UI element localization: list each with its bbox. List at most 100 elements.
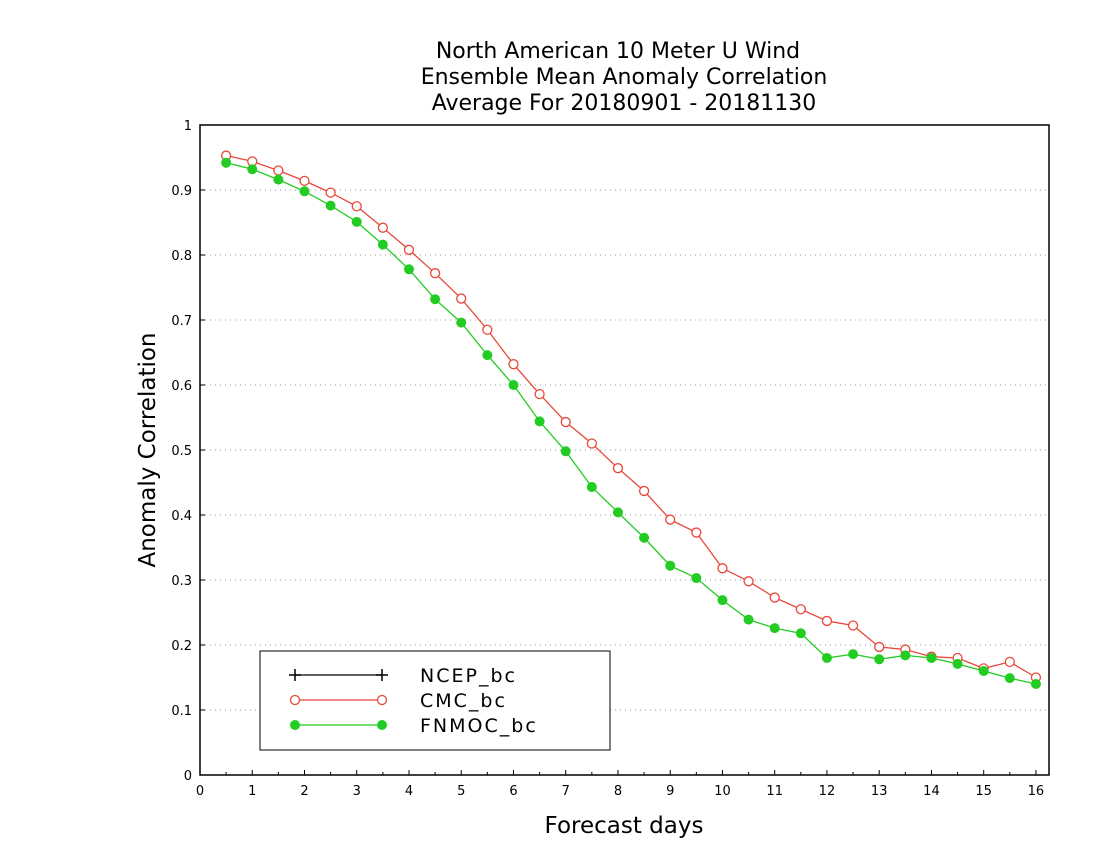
grid-lines — [200, 189, 1049, 711]
title-line-3: Average For 20180901 - 20181130 — [432, 91, 817, 116]
y-tick-label: 0.9 — [171, 184, 192, 199]
y-axis-title: Anomaly Correlation — [135, 332, 161, 567]
legend: NCEP_bc CMC_bc FNMOC_bc — [259, 650, 611, 751]
x-tick-label: 9 — [666, 784, 674, 799]
x-tick-label: 11 — [766, 784, 783, 799]
y-tick-label: 0.6 — [171, 379, 192, 394]
data-point — [351, 216, 362, 227]
legend-marker — [376, 694, 388, 706]
legend-marker — [376, 669, 388, 681]
data-point — [403, 264, 414, 275]
x-tick-label: 12 — [819, 784, 836, 799]
data-point — [717, 563, 728, 574]
data-point — [874, 654, 885, 665]
y-tick-label: 0.8 — [171, 249, 192, 264]
data-point — [821, 653, 832, 663]
data-point — [403, 244, 415, 255]
legend-label: NCEP_bc — [420, 665, 517, 687]
data-point — [743, 614, 754, 625]
data-point — [299, 186, 310, 197]
x-tick-label: 0 — [196, 784, 204, 799]
data-point — [665, 514, 676, 525]
series-line — [225, 162, 1037, 685]
data-point — [926, 653, 937, 663]
y-tick-label: 1 — [184, 119, 192, 134]
data-point — [612, 507, 623, 518]
legend-marker — [289, 694, 301, 706]
data-point — [221, 157, 232, 168]
data-point — [508, 380, 519, 390]
data-point — [665, 560, 676, 571]
y-tick-label: 0.1 — [171, 704, 192, 719]
x-tick-label: 8 — [614, 784, 622, 799]
series-line — [225, 154, 1037, 679]
legend-item-FNMOC_bc: FNMOC_bc — [290, 715, 538, 737]
legend-label: FNMOC_bc — [420, 715, 538, 737]
axis-ticks: 00.10.20.30.40.50.60.70.80.910 1 2 3 4 5 6 7 8 9 1… — [171, 119, 1044, 799]
data-point — [847, 620, 859, 631]
legend-marker — [290, 720, 300, 730]
data-point — [848, 649, 859, 660]
data-point — [743, 576, 754, 587]
data-point — [900, 650, 911, 661]
data-point — [560, 416, 571, 428]
data-point — [691, 573, 702, 584]
x-tick-label: 2 — [300, 784, 308, 799]
y-tick-label: 0.7 — [171, 314, 192, 329]
data-point — [430, 294, 441, 305]
series-FNMOC_bc — [221, 157, 1041, 689]
x-tick-label: 6 — [509, 784, 517, 799]
legend-label: CMC_bc — [420, 690, 507, 712]
data-point — [456, 317, 467, 328]
data-point — [325, 200, 336, 211]
data-point — [351, 201, 362, 212]
data-point — [795, 628, 806, 639]
legend-marker — [289, 669, 301, 681]
data-point — [612, 463, 624, 474]
data-point — [769, 623, 780, 634]
data-point — [377, 239, 388, 250]
data-point — [325, 187, 336, 198]
data-point — [638, 485, 650, 497]
data-point — [795, 604, 806, 615]
x-tick-label: 1 — [248, 784, 256, 799]
data-point — [299, 175, 310, 187]
x-tick-label: 16 — [1028, 784, 1045, 799]
data-point — [247, 164, 258, 175]
data-point — [534, 416, 545, 427]
x-tick-label: 14 — [923, 784, 940, 799]
title-line-1: North American 10 Meter U Wind — [436, 39, 800, 64]
data-point — [978, 666, 989, 676]
data-point — [456, 293, 467, 304]
y-tick-label: 0 — [184, 769, 192, 784]
data-point — [508, 359, 519, 370]
series-CMC_bc — [220, 150, 1042, 683]
y-tick-label: 0.3 — [171, 574, 192, 589]
data-point — [586, 438, 597, 449]
data-point — [691, 527, 702, 538]
y-tick-label: 0.2 — [171, 639, 192, 654]
data-point — [429, 268, 441, 279]
legend-marker — [377, 720, 387, 730]
data-point — [482, 350, 493, 361]
data-point — [874, 641, 885, 653]
data-point — [482, 324, 493, 335]
legend-item-CMC_bc: CMC_bc — [289, 690, 507, 712]
x-tick-label: 4 — [405, 784, 413, 799]
x-tick-label: 10 — [714, 784, 731, 799]
data-point — [586, 482, 597, 493]
x-tick-label: 15 — [975, 784, 992, 799]
x-tick-label: 3 — [353, 784, 361, 799]
data-point — [1004, 673, 1015, 684]
data-point — [273, 174, 284, 185]
data-point — [377, 222, 389, 233]
x-tick-label: 7 — [562, 784, 570, 799]
data-point — [1030, 679, 1041, 689]
data-point — [560, 446, 571, 457]
data-point — [1004, 656, 1015, 668]
title-line-2: Ensemble Mean Anomaly Correlation — [421, 65, 828, 90]
x-tick-label: 13 — [871, 784, 888, 799]
data-point — [952, 658, 963, 669]
data-point — [717, 595, 728, 606]
